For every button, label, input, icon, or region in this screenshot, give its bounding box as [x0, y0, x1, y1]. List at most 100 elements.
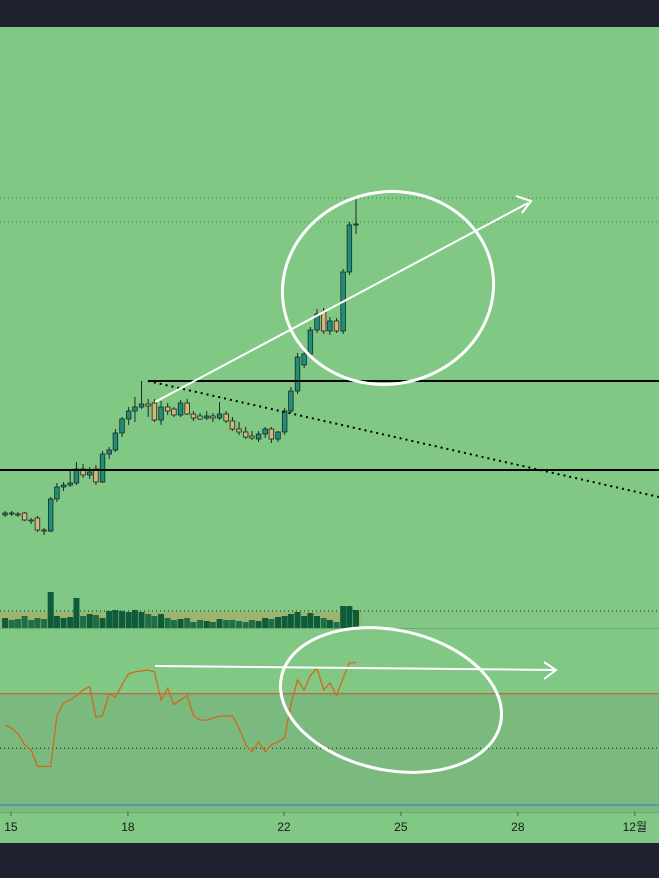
volume-bar: [275, 617, 282, 628]
volume-bar: [170, 620, 177, 628]
arrow-head: [543, 661, 558, 680]
volume-bar: [346, 606, 353, 628]
volume-bar: [307, 613, 314, 628]
x-tick-label: 15: [4, 820, 18, 834]
candle-body: [8, 512, 15, 515]
candle-body: [301, 353, 307, 366]
candle-body: [314, 313, 320, 331]
candle-body: [171, 408, 177, 416]
candle-body: [210, 415, 216, 419]
volume-bar: [145, 614, 152, 628]
volume-bar: [340, 606, 347, 628]
arrow-head: [515, 195, 533, 214]
candle-body: [112, 432, 119, 451]
candle-body: [281, 410, 288, 433]
volume-bar: [86, 614, 93, 628]
candle-body: [268, 428, 275, 440]
volume-bar: [177, 619, 184, 628]
volume-bar: [268, 619, 275, 628]
candle-body: [262, 428, 268, 435]
volume-bar: [164, 618, 171, 628]
volume-bar: [190, 622, 197, 628]
bottom-bar: [0, 843, 659, 878]
volume-bar: [248, 620, 255, 628]
candle-body: [125, 410, 132, 420]
volume-bar: [2, 618, 9, 628]
volume-bar: [80, 616, 87, 628]
volume-bar: [236, 621, 243, 628]
volume-bar: [326, 620, 333, 628]
volume-bar: [53, 616, 60, 628]
candle-body: [15, 513, 21, 516]
volume-bar: [112, 610, 119, 628]
candle-body: [216, 413, 223, 419]
volume-bar: [41, 619, 48, 628]
candle-body: [47, 498, 54, 532]
candle-body: [203, 415, 210, 419]
candle-body: [158, 406, 164, 421]
top-bar: [0, 0, 659, 27]
candle-body: [327, 320, 333, 332]
candle-body: [223, 413, 229, 422]
candle-body: [197, 415, 203, 420]
candle-body: [99, 453, 106, 483]
candle-body: [184, 402, 190, 415]
volume-bar: [92, 615, 99, 628]
volume-bar: [203, 621, 210, 628]
candle-body: [307, 329, 314, 355]
candle-body: [177, 402, 184, 416]
volume-bar: [353, 610, 360, 628]
candle-body: [288, 390, 294, 412]
candle-body: [119, 418, 125, 434]
candle-body: [132, 406, 138, 412]
candle-body: [190, 413, 197, 419]
volume-bar: [28, 620, 35, 628]
volume-bar: [197, 620, 204, 628]
candle-body: [346, 224, 353, 273]
candle-body: [28, 519, 34, 522]
candle-body: [236, 428, 242, 433]
volume-bar: [209, 622, 216, 628]
volume-bar: [184, 618, 191, 628]
candle-body: [275, 431, 281, 440]
volume-bar: [158, 614, 165, 628]
arrow-line: [154, 665, 557, 671]
candle-body: [73, 468, 80, 484]
highlight-ellipse: [280, 190, 496, 386]
candle-body: [54, 486, 60, 500]
volume-bar: [138, 612, 145, 628]
x-tick-label: 18: [121, 820, 135, 834]
candle-body: [2, 512, 8, 516]
volume-bar: [125, 612, 132, 628]
volume-bar: [14, 619, 21, 628]
volume-bar: [287, 614, 294, 628]
volume-bar: [229, 620, 236, 628]
volume-bar: [47, 592, 54, 628]
volume-bar: [314, 616, 321, 628]
volume-bar: [151, 616, 158, 628]
candle-body: [21, 512, 28, 521]
candle-body: [151, 402, 158, 421]
volume-bar: [301, 616, 308, 628]
volume-bar: [106, 611, 113, 628]
candle-body: [294, 356, 301, 392]
x-tick-label: 25: [394, 820, 408, 834]
candle-body: [255, 433, 262, 440]
candle-body: [67, 482, 73, 486]
candle-body: [106, 449, 112, 455]
plot: 15 18 22 25 28 12월: [0, 199, 659, 834]
candle-body: [242, 431, 249, 438]
volume-bar: [255, 621, 262, 628]
volume-bar: [320, 618, 327, 628]
x-tick-label: 28: [511, 820, 525, 834]
x-tick-label: 22: [277, 820, 291, 834]
volume-bar: [21, 616, 28, 628]
candle-body: [164, 406, 171, 412]
candle-body: [229, 420, 236, 430]
highlight-ellipse: [278, 626, 504, 774]
candle-body: [41, 529, 47, 532]
volume-bar: [333, 622, 340, 628]
volume-bar: [34, 618, 41, 628]
volume-bar: [131, 610, 138, 628]
volume-bar: [73, 598, 80, 628]
